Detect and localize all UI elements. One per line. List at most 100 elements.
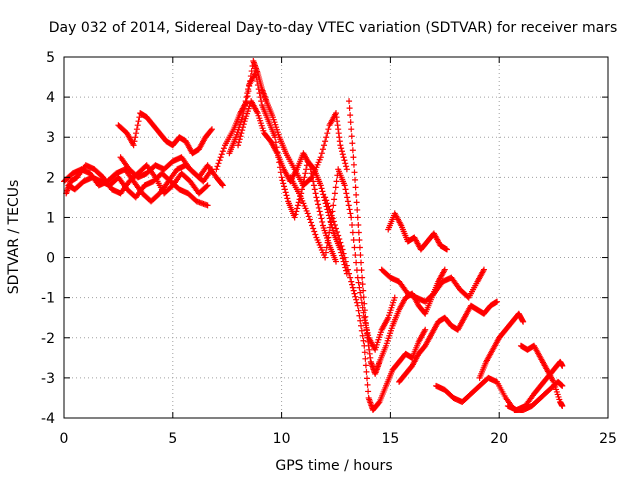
- series-track-5: [117, 154, 226, 189]
- series-track-7: [226, 70, 350, 277]
- data-point: [326, 206, 333, 213]
- data-point: [309, 222, 316, 229]
- data-point: [239, 124, 246, 131]
- data-point: [494, 298, 501, 305]
- data-point: [357, 252, 364, 259]
- data-point: [365, 388, 372, 395]
- chart-title: Day 032 of 2014, Sidereal Day-to-day VTE…: [49, 20, 617, 36]
- series-track-9: [287, 166, 398, 353]
- data-point: [323, 197, 330, 204]
- data-point: [360, 287, 367, 294]
- data-point: [353, 299, 360, 306]
- data-point: [353, 191, 360, 198]
- data-marks: [61, 58, 566, 413]
- data-point: [235, 142, 242, 149]
- data-point: [358, 327, 365, 334]
- data-point: [235, 139, 242, 146]
- data-point: [331, 190, 338, 197]
- data-point: [283, 192, 290, 199]
- data-point: [350, 161, 357, 168]
- y-tick-label: -2: [41, 331, 55, 347]
- data-point: [311, 228, 318, 235]
- data-point: [310, 165, 317, 172]
- data-point: [337, 239, 344, 246]
- data-point: [314, 197, 321, 204]
- data-point: [214, 163, 221, 170]
- data-point: [315, 201, 322, 208]
- data-point: [295, 199, 302, 206]
- data-point: [350, 237, 357, 244]
- data-point: [306, 216, 313, 223]
- data-point: [134, 122, 141, 129]
- x-axis-label: GPS time / hours: [275, 458, 392, 474]
- data-point: [341, 182, 348, 189]
- data-point: [318, 215, 325, 222]
- data-point: [242, 98, 249, 105]
- data-point: [312, 190, 319, 197]
- data-point: [133, 130, 140, 137]
- data-point: [349, 284, 356, 291]
- data-point: [333, 258, 339, 265]
- data-point: [133, 126, 140, 133]
- data-point: [361, 300, 368, 307]
- data-point: [341, 157, 348, 164]
- data-point: [248, 68, 255, 75]
- data-point: [364, 381, 371, 388]
- data-point: [349, 229, 356, 236]
- data-point: [325, 234, 332, 241]
- data-point: [559, 402, 566, 409]
- series-track-11: [322, 194, 429, 413]
- data-point: [323, 134, 330, 141]
- data-point: [278, 174, 285, 181]
- data-point: [362, 320, 369, 327]
- y-tick-label: 4: [46, 90, 55, 106]
- data-point: [219, 182, 226, 189]
- data-point: [292, 211, 299, 218]
- series-track-8: [235, 98, 339, 265]
- data-point: [361, 349, 368, 356]
- data-point: [257, 94, 264, 101]
- data-point: [135, 118, 142, 125]
- data-point: [316, 208, 323, 215]
- data-point: [330, 202, 337, 209]
- data-point: [131, 138, 138, 145]
- data-point: [256, 90, 263, 97]
- data-point: [238, 130, 245, 137]
- data-point: [327, 224, 334, 231]
- data-point: [254, 82, 261, 89]
- data-point: [308, 170, 315, 177]
- data-point: [356, 237, 363, 244]
- series-track-13: [378, 266, 487, 305]
- data-point: [343, 190, 350, 197]
- x-tick-label: 0: [60, 431, 69, 447]
- data-point: [356, 312, 363, 319]
- data-point: [353, 296, 360, 303]
- data-point: [441, 266, 448, 273]
- data-point: [335, 232, 342, 239]
- data-point: [301, 174, 308, 181]
- data-point: [282, 189, 289, 196]
- data-point: [349, 140, 356, 147]
- data-point: [354, 206, 361, 213]
- data-point: [325, 203, 332, 210]
- data-point: [255, 86, 262, 93]
- data-point: [130, 142, 137, 149]
- data-point: [322, 254, 329, 261]
- data-point: [336, 236, 343, 243]
- data-point: [245, 86, 252, 93]
- data-point: [354, 302, 361, 309]
- data-point: [343, 166, 350, 173]
- data-point: [348, 133, 355, 140]
- data-point: [323, 244, 330, 251]
- data-point: [348, 278, 355, 285]
- data-point: [359, 332, 366, 339]
- data-point: [281, 183, 288, 190]
- data-point: [352, 176, 359, 183]
- data-point: [318, 150, 325, 157]
- data-point: [321, 142, 328, 149]
- data-point: [355, 221, 362, 228]
- data-point: [326, 229, 333, 236]
- data-point: [358, 259, 365, 266]
- data-point: [352, 293, 359, 300]
